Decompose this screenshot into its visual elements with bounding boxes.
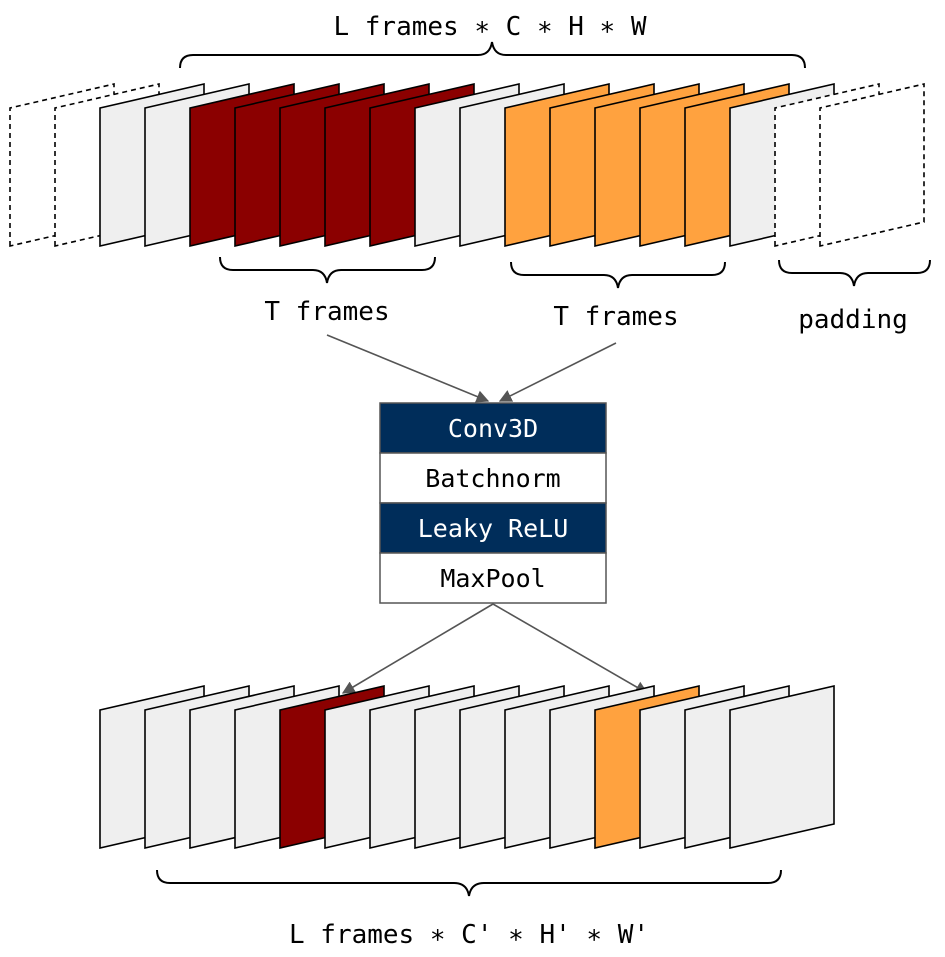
layer-box-2 bbox=[379, 502, 607, 554]
layer-box-1 bbox=[379, 452, 607, 504]
bottom-brace bbox=[156, 869, 782, 897]
output-frame-empty bbox=[729, 684, 835, 850]
arrow-block-to-orange bbox=[492, 603, 649, 694]
bottom-dimension-label: L frames ∗ C' ∗ H' ∗ W' bbox=[289, 920, 649, 950]
arrow-red-to-block bbox=[326, 334, 490, 403]
layer-label-1: Batchnorm bbox=[425, 464, 560, 493]
input-frames bbox=[9, 82, 925, 248]
conv-block: Conv3D Batchnorm Leaky ReLU MaxPool bbox=[379, 402, 607, 604]
red-group-label: T frames bbox=[264, 297, 389, 327]
padding-brace bbox=[778, 259, 931, 287]
layer-label-0: Conv3D bbox=[448, 414, 538, 443]
orange-group-brace bbox=[510, 261, 726, 289]
top-brace bbox=[179, 41, 806, 69]
layer-box-3 bbox=[379, 552, 607, 604]
output-frames bbox=[99, 684, 835, 850]
layer-label-3: MaxPool bbox=[440, 564, 545, 593]
input-frame-pad bbox=[819, 82, 925, 248]
padding-label: padding bbox=[798, 305, 908, 335]
layer-label-2: Leaky ReLU bbox=[418, 514, 569, 543]
orange-group-label: T frames bbox=[553, 302, 678, 332]
red-group-brace bbox=[219, 256, 436, 284]
top-dimension-label: L frames ∗ C ∗ H ∗ W bbox=[333, 12, 646, 42]
arrow-orange-to-block bbox=[498, 342, 617, 402]
arrow-block-to-red bbox=[341, 603, 494, 694]
